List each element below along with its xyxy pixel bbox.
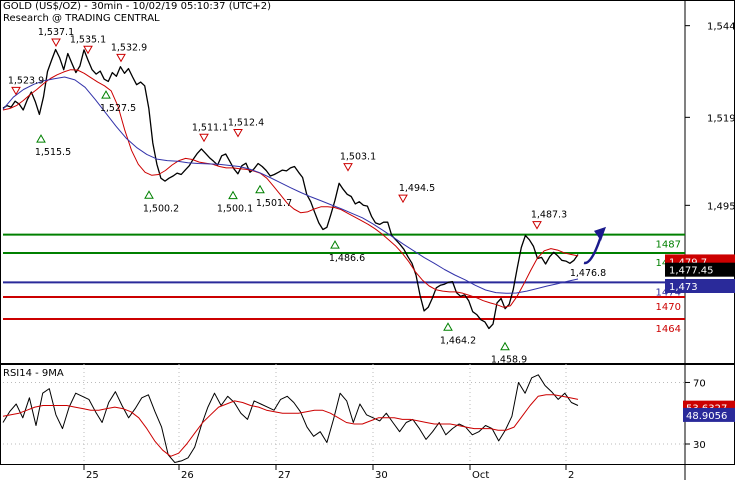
trough-marker	[500, 341, 510, 351]
trough-label: 1,486.6	[329, 253, 365, 264]
trough-label: 1,458.9	[491, 355, 527, 366]
trough-marker	[330, 240, 340, 249]
rsi-label: RSI14 - 9MA	[3, 368, 64, 379]
x-tick-label: 25	[86, 470, 99, 480]
peak-marker	[83, 45, 93, 55]
value-badges: 1,479.71,477.451,473	[665, 254, 735, 293]
rsi-panel: 703053.632748.9056	[2, 374, 735, 463]
rsi-panel-frame	[0, 364, 735, 465]
trough-label: 1,527.5	[100, 103, 136, 114]
trough-label: 1,501.7	[256, 198, 292, 209]
y-tick-label: 1,519	[707, 113, 735, 124]
pivot-markers: 1,523.9 1,537.11,535.1 1,532.9 1,511.1 1,512…	[8, 27, 606, 366]
level-label-1487: 1487	[656, 240, 681, 251]
trough-marker	[101, 90, 111, 99]
trough-marker	[443, 322, 453, 331]
rsi-y-tick-label: 30	[693, 440, 706, 451]
x-tick-label: Oct	[472, 470, 489, 480]
peak-marker	[116, 53, 126, 63]
x-tick-label: 27	[278, 470, 291, 480]
peak-marker	[51, 38, 61, 47]
level-label-1470: 1470	[656, 302, 681, 313]
price-badge	[665, 279, 735, 293]
ma_slow-line	[2, 76, 579, 294]
ma_fast-line	[2, 69, 579, 308]
x-tick-label: 26	[181, 470, 194, 480]
trough-label: 1,515.5	[35, 147, 71, 158]
trough-marker	[255, 184, 265, 194]
peak-label: 1,523.9	[8, 75, 44, 86]
y-tick-label: 1,544	[707, 22, 735, 33]
trough-marker	[228, 190, 238, 200]
y-tick-label: 1,495	[707, 201, 735, 212]
peak-label: 1,512.4	[228, 118, 264, 129]
x-tick-label: 2	[568, 470, 574, 480]
peak-marker	[233, 129, 243, 138]
trough-label: 1,500.2	[143, 203, 179, 214]
price-line	[2, 48, 579, 330]
level-label-1464: 1464	[656, 324, 681, 335]
rsi-badge	[683, 407, 735, 422]
price-badge-label: 1,477.45	[669, 266, 714, 277]
peak-marker	[343, 163, 353, 172]
trough-marker	[36, 134, 46, 143]
rsi_ma-line	[2, 394, 579, 457]
main-panel-frame	[0, 0, 735, 364]
x-tick-label: 30	[375, 470, 388, 480]
peak-marker	[398, 194, 408, 204]
peak-label: 1,537.1	[38, 27, 74, 38]
peak-label: 1,503.1	[340, 152, 376, 163]
rsi-badge-label: 48.9056	[686, 411, 727, 422]
peak-label: 1,487.3	[531, 210, 567, 221]
support-resistance-levels: 14871482147414701464	[3, 233, 685, 335]
axes: 25 26 27 30 Oct 2 1,544 1,519 1,495	[83, 22, 735, 481]
trough-label: 1,500.1	[217, 204, 253, 215]
peak-label: 1,535.1	[70, 34, 106, 45]
price-badge	[665, 262, 735, 277]
peak-marker	[11, 86, 21, 96]
forecast-arrow-head	[594, 226, 606, 241]
peak-label: 1,532.9	[111, 42, 147, 53]
peak-label: 1,511.1	[192, 122, 228, 133]
rsi-y-tick-label: 70	[693, 378, 706, 389]
ma-value-label: 1,476.8	[570, 268, 606, 279]
price-badge-label: 1,473	[669, 282, 698, 293]
peak-marker	[532, 221, 542, 230]
peak-marker	[199, 133, 209, 143]
peak-label: 1,494.5	[399, 183, 435, 194]
grid-lines	[83, 364, 567, 464]
chart-title: GOLD (US$/OZ) - 30min - 10/02/19 05:10:3…	[3, 1, 272, 12]
price-series-group	[2, 48, 606, 330]
rsi-line	[2, 374, 579, 463]
trough-marker	[144, 190, 154, 199]
source-label: Research @ TRADING CENTRAL	[3, 13, 160, 24]
trough-label: 1,464.2	[440, 335, 476, 346]
